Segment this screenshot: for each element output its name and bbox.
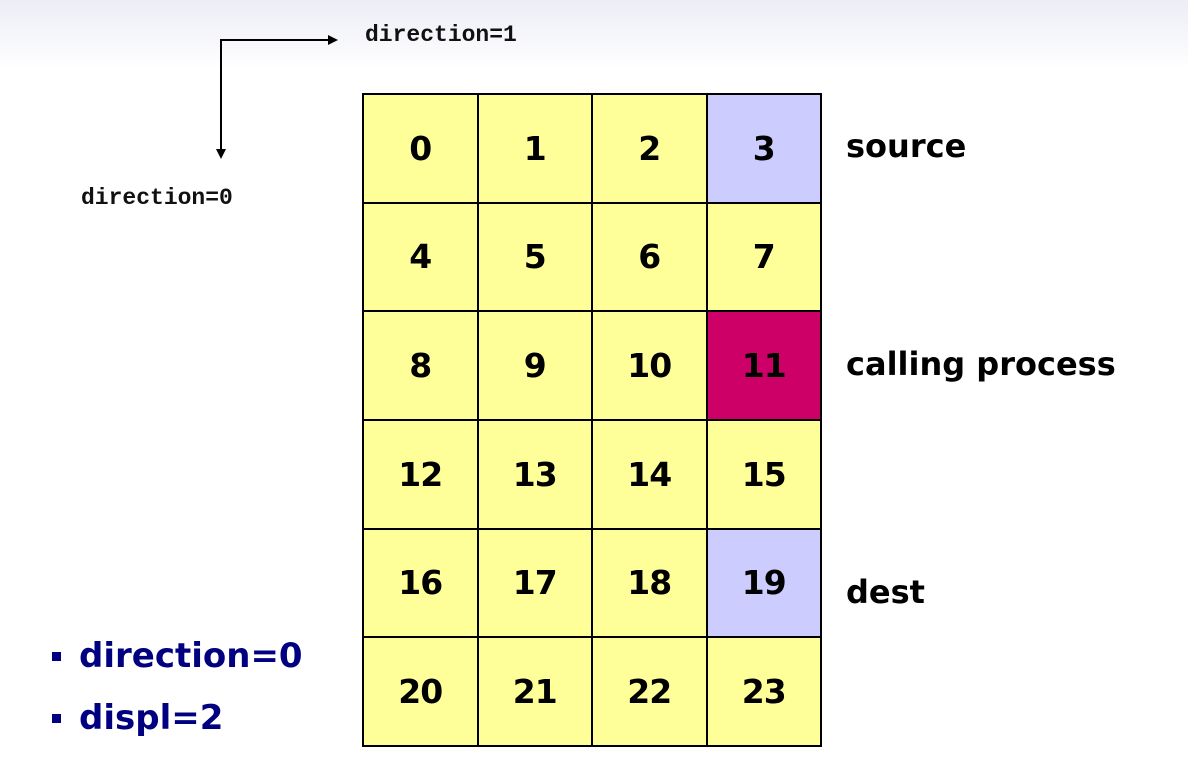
grid-cell-16: 16 <box>364 529 477 637</box>
grid-cell-18: 18 <box>593 529 706 637</box>
direction-1-arrowhead <box>328 35 338 45</box>
grid-cell-11: 11 <box>707 312 820 419</box>
grid-cell-20: 20 <box>364 638 477 745</box>
grid-cell-15: 15 <box>707 420 820 528</box>
calling-process-label: calling process <box>846 345 1116 383</box>
grid-cell-17: 17 <box>478 529 591 637</box>
direction-0-label: direction=0 <box>81 185 233 211</box>
bullet-square-icon <box>52 713 61 723</box>
grid-cell-3: 3 <box>707 95 820 202</box>
bullet-displ-text: displ=2 <box>79 698 224 738</box>
dest-label: dest <box>846 573 925 611</box>
grid-cell-7: 7 <box>707 203 820 311</box>
grid-cell-22: 22 <box>593 638 706 745</box>
grid-cell-21: 21 <box>478 638 591 745</box>
bullet-square-icon <box>52 651 61 661</box>
grid-cell-10: 10 <box>593 312 706 419</box>
direction-0-arrowhead <box>216 149 226 159</box>
grid-cell-8: 8 <box>364 312 477 419</box>
direction-1-label: direction=1 <box>365 22 517 48</box>
grid-cell-13: 13 <box>478 420 591 528</box>
grid-cell-14: 14 <box>593 420 706 528</box>
grid-cell-0: 0 <box>364 95 477 202</box>
grid-cell-23: 23 <box>707 638 820 745</box>
grid-cell-6: 6 <box>593 203 706 311</box>
grid-cell-9: 9 <box>478 312 591 419</box>
bullet-direction: direction=0 <box>52 636 303 676</box>
grid-cell-5: 5 <box>478 203 591 311</box>
grid-cell-1: 1 <box>478 95 591 202</box>
source-label: source <box>846 127 967 165</box>
grid-cell-2: 2 <box>593 95 706 202</box>
bullet-direction-text: direction=0 <box>79 636 303 676</box>
grid-cell-12: 12 <box>364 420 477 528</box>
bullet-displ: displ=2 <box>52 698 223 738</box>
grid-cell-4: 4 <box>364 203 477 311</box>
process-grid: 0 1 2 3 4 5 6 7 8 9 10 11 12 13 14 15 16 17 18 19 20 21 22 23 <box>362 93 822 747</box>
grid-cell-19: 19 <box>707 529 820 637</box>
